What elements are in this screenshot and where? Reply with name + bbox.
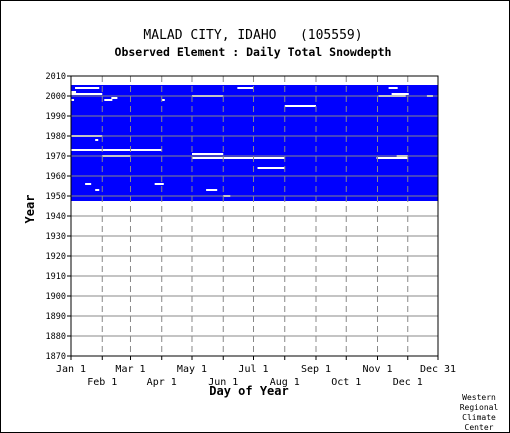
missing-data-segment: [71, 149, 162, 151]
missing-data-segment: [71, 93, 103, 95]
x-axis-label: Day of Year: [209, 384, 288, 398]
y-tick-label: 1900: [46, 292, 66, 302]
x-tick-label: May 1: [177, 364, 207, 375]
y-tick-label: 1960: [46, 172, 66, 182]
missing-data-segment: [161, 99, 165, 101]
y-tick-label: 1920: [46, 252, 66, 262]
missing-data-segment: [71, 91, 77, 93]
y-tick-label: 1880: [46, 332, 66, 342]
y-tick-label: 1930: [46, 232, 66, 242]
missing-data-segment: [388, 87, 398, 89]
missing-data-segment: [284, 105, 317, 107]
missing-data-segment: [391, 93, 409, 95]
missing-data-segment: [191, 153, 224, 155]
y-axis-ticks: 2010 2000 1990 1980 1970 1960 1950 1940 1930 1920…: [46, 72, 71, 362]
y-tick-label: 1910: [46, 272, 66, 282]
credit-line: Regional: [460, 403, 499, 412]
missing-data-segment: [95, 139, 99, 141]
y-tick-label: 2010: [46, 72, 66, 82]
x-tick-label: Oct 1: [331, 377, 361, 388]
y-tick-label: 1890: [46, 312, 66, 322]
credit-line: Climate: [462, 413, 496, 422]
grid: [71, 75, 438, 357]
x-tick-label: Jul 1: [238, 364, 268, 375]
credit-block: Western Regional Climate Center: [460, 393, 499, 432]
x-tick-label: Jan 1: [56, 364, 86, 375]
x-tick-label: Aug 1: [270, 377, 300, 388]
y-tick-label: 1980: [46, 132, 66, 142]
y-tick-label: 1990: [46, 112, 66, 122]
missing-data-segment: [75, 87, 100, 89]
x-tick-label: Feb 1: [87, 377, 117, 388]
x-tick-label: Apr 1: [147, 377, 177, 388]
y-tick-label: 1870: [46, 352, 66, 362]
x-tick-label: Nov 1: [362, 364, 392, 375]
data-coverage-block: [71, 85, 438, 201]
missing-data-segment: [85, 183, 92, 185]
missing-data-segment: [71, 99, 75, 101]
missing-data-segment: [237, 87, 254, 89]
x-tick-label: Dec 1: [393, 377, 423, 388]
missing-data-segment: [257, 167, 285, 169]
x-tick-label: Mar 1: [115, 364, 145, 375]
missing-data-segment: [104, 99, 113, 101]
chart-title: MALAD CITY, IDAHO (105559): [143, 28, 362, 43]
missing-data-segment: [154, 183, 164, 185]
missing-data-segment: [376, 157, 408, 159]
y-tick-label: 1940: [46, 212, 66, 222]
missing-data-segment: [111, 97, 118, 99]
credit-line: Center: [465, 423, 494, 432]
x-axis-ticks: Jan 1 Mar 1 May 1 Jul 1 Sep 1 Nov 1 Dec 31 Feb …: [56, 356, 456, 388]
missing-data-segment: [206, 189, 218, 191]
y-tick-label: 1970: [46, 152, 66, 162]
y-tick-label: 1950: [46, 192, 66, 202]
credit-line: Western: [462, 393, 496, 402]
chart-subtitle: Observed Element : Daily Total Snowdepth: [115, 45, 392, 59]
y-axis-label: Year: [23, 195, 37, 224]
missing-data-segment: [95, 189, 100, 191]
x-tick-label: Jun 1: [208, 377, 238, 388]
y-tick-label: 2000: [46, 92, 66, 102]
missing-data-segment: [191, 157, 285, 159]
data-coverage-layer: [71, 85, 438, 201]
x-tick-label: Dec 31: [420, 364, 456, 375]
x-tick-label: Sep 1: [301, 364, 331, 375]
